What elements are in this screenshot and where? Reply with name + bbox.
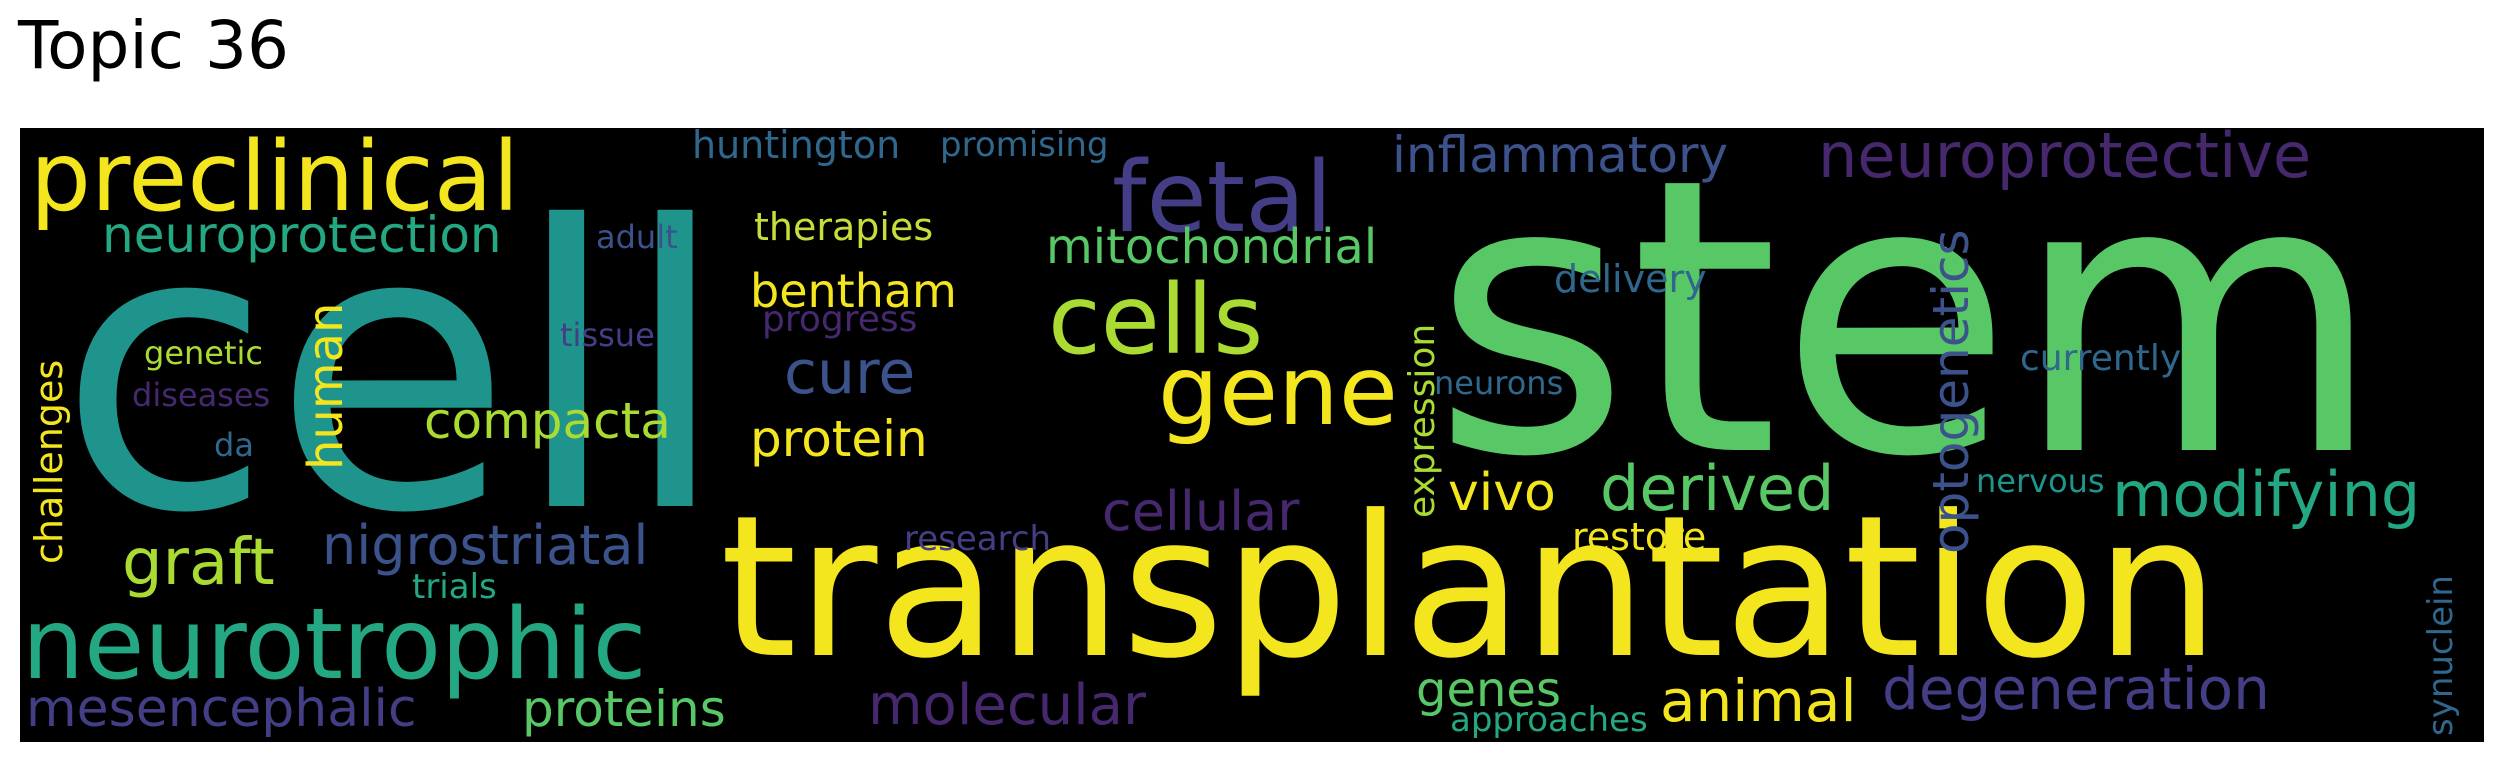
word-animal: animal <box>1660 667 1857 735</box>
word-promising: promising <box>940 128 1108 165</box>
word-inflammatory: inflammatory <box>1392 128 1728 184</box>
word-graft: graft <box>122 526 275 600</box>
word-progress: progress <box>762 299 917 340</box>
word-therapies: therapies <box>754 205 933 249</box>
word-modifying: modifying <box>2112 458 2420 531</box>
word-huntington: huntington <box>692 128 900 167</box>
word-optogenetics: optogenetics <box>1922 229 1980 554</box>
word-genes: genes <box>1416 662 1561 718</box>
word-neuroprotective: neuroprotective <box>1818 128 2311 192</box>
word-nervous: nervous <box>1976 462 2105 500</box>
word-mitochondrial: mitochondrial <box>1046 219 1377 275</box>
word-transplantation: transplantation <box>720 474 2219 702</box>
word-neurons: neurons <box>1434 364 1563 402</box>
word-neurotrophic: neurotrophic <box>22 588 647 702</box>
word-synuclein: synuclein <box>2421 575 2461 736</box>
word-derived: derived <box>1600 452 1834 525</box>
word-cure: cure <box>784 338 915 408</box>
word-fetal: fetal <box>1112 141 1333 255</box>
word-vivo: vivo <box>1448 463 1556 523</box>
word-currently: currently <box>2020 338 2181 379</box>
word-nigrostriatal: nigrostriatal <box>322 514 648 577</box>
word-degeneration: degeneration <box>1882 655 2270 723</box>
word-mesencephalic: mesencephalic <box>26 679 417 739</box>
word-expression: expression <box>1402 324 1443 518</box>
word-proteins: proteins <box>522 680 726 738</box>
word-neuroprotection: neuroprotection <box>102 206 502 264</box>
word-human: human <box>298 303 354 470</box>
word-da: da <box>214 426 254 464</box>
word-cellular: cellular <box>1102 480 1300 543</box>
word-protein: protein <box>750 410 928 468</box>
word-genetic: genetic <box>144 334 263 372</box>
word-cloud-background <box>20 128 2484 742</box>
page-title: Topic 36 <box>18 7 289 84</box>
word-cloud: stem cell transplantation preclinical neurot… <box>20 128 2484 742</box>
word-gene: gene <box>1158 335 1398 447</box>
word-bentham: bentham <box>750 264 957 318</box>
word-approaches: approaches <box>1450 700 1648 740</box>
word-adult: adult <box>596 218 678 256</box>
word-molecular: molecular <box>868 673 1147 738</box>
word-challenges: challenges <box>27 360 71 564</box>
word-cell: cell <box>58 144 729 598</box>
word-compacta: compacta <box>424 392 671 450</box>
word-trials: trials <box>412 567 497 607</box>
word-restore: restore <box>1572 515 1706 559</box>
word-delivery: delivery <box>1554 257 1707 301</box>
word-stem: stem <box>1432 128 2383 540</box>
word-research: research <box>904 519 1051 559</box>
word-diseases: diseases <box>132 376 270 414</box>
word-cells: cells <box>1048 264 1263 376</box>
word-preclinical: preclinical <box>30 128 519 233</box>
word-tissue: tissue <box>560 316 655 354</box>
